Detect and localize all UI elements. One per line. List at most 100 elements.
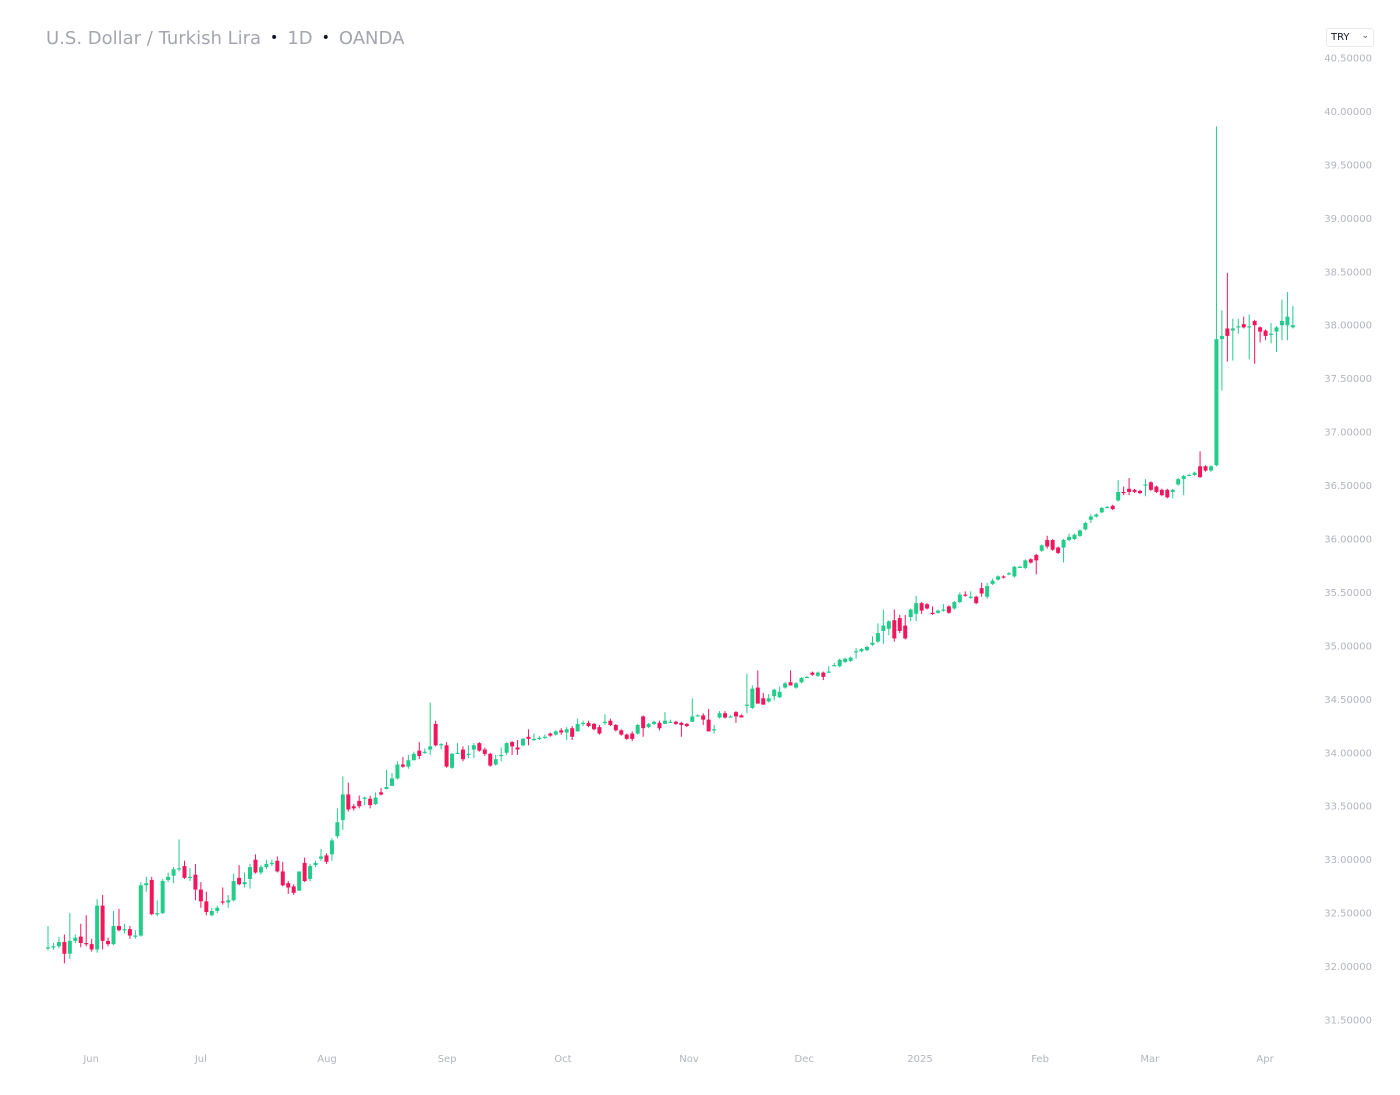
candle [717,711,722,719]
candle-body [1241,324,1246,328]
candle [1110,504,1115,511]
candle-body [1247,326,1252,328]
candle [859,648,864,653]
candle-body [733,712,738,717]
candle [728,715,733,718]
candle-body [1045,540,1050,547]
y-tick-label: 33.50000 [1324,802,1372,813]
candle [739,714,744,718]
candle-body [471,745,476,750]
candle-body [297,871,302,891]
candle-body [116,925,121,931]
candle-body [712,729,717,731]
candle-body [881,625,886,631]
candle-body [187,876,192,878]
candle [1269,323,1274,344]
candle-body [575,723,580,732]
candle-body [919,603,924,611]
candle-body [761,698,766,705]
candle [144,876,149,892]
price-axis[interactable]: 31.50000 32.00000 32.50000 33.00000 33.50000… [1324,54,1372,1027]
candle-body [67,940,72,954]
candle [985,582,990,599]
candle-body [586,722,591,727]
candle [826,666,831,673]
candle [908,608,913,622]
candle [706,708,711,732]
candle [411,751,416,761]
candle-body [728,716,733,718]
candle [1132,488,1137,494]
candle [400,757,405,768]
candle-body [1192,472,1197,475]
candle-body [1274,327,1279,332]
candle-body [570,728,575,737]
x-tick-label: Jun [82,1054,99,1065]
candle [1279,299,1284,341]
candle-body [684,723,689,727]
candle [171,867,176,884]
candle-body [744,704,749,706]
candle [106,937,111,947]
candle-body [149,879,154,915]
candle-body [1154,486,1159,492]
candle-body [897,618,902,631]
candle [1230,318,1235,361]
candle [204,891,209,916]
time-axis[interactable]: Jun Jul Aug Sep Oct Nov Dec 2025 Feb Mar Apr [82,1054,1274,1065]
candle-body [870,642,875,645]
candle [1039,544,1044,552]
candle [1001,575,1006,579]
candle [1121,486,1126,496]
candle [619,729,624,736]
candle-body [1214,339,1219,466]
candle-body [62,941,67,954]
x-tick-label: Aug [317,1054,337,1065]
y-tick-label: 36.50000 [1324,481,1372,492]
candle [1192,471,1197,476]
candle [526,729,531,746]
candle [46,925,50,951]
candle-body [346,794,351,810]
candle-body [100,905,105,941]
candle [1138,489,1142,495]
candle [679,721,684,737]
candle [761,692,766,705]
y-tick-label: 37.50000 [1324,374,1372,385]
candle-body [400,764,405,767]
y-tick-label: 33.00000 [1324,855,1372,866]
candle-body [493,759,498,765]
candle-body [1017,566,1022,568]
candle-body [1050,540,1055,550]
candle-body [1083,522,1088,530]
candle-body [460,749,465,760]
candle-body [1034,555,1039,561]
candle [395,761,400,780]
candle-body [1077,530,1082,536]
candle [291,884,296,895]
candle [362,796,367,806]
candle [1083,521,1088,531]
candle-body [280,871,285,886]
candle [286,881,291,894]
candle [1061,539,1066,563]
candle [280,861,285,887]
candle [886,620,891,636]
candle-body [384,786,389,790]
candle-body [177,868,182,870]
candle [220,887,225,905]
currency-select[interactable]: TRY ⌄ [1326,28,1374,47]
candle [428,702,433,755]
candle [1072,533,1077,541]
candle [1247,314,1252,360]
candle [319,848,323,861]
candle [1012,565,1017,578]
candle [1067,533,1072,542]
candle [1252,319,1257,364]
candle-body [78,936,83,944]
candle [1263,329,1268,341]
candle [930,606,935,615]
candle-body [248,867,253,879]
candle [553,730,558,736]
